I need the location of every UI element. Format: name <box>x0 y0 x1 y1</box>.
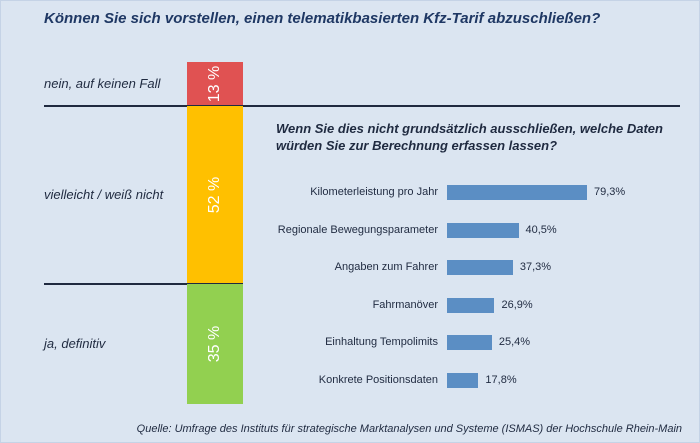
segment-value-label: 35 % <box>206 325 223 363</box>
segment-value-label: 13 % <box>206 65 223 103</box>
category-label: Regionale Bewegungsparameter <box>277 223 438 236</box>
segment-value-label: 52 % <box>206 177 223 214</box>
category-label: Konkrete Positionsdaten <box>318 374 438 386</box>
bar <box>447 185 587 200</box>
bar <box>447 335 492 351</box>
bar <box>447 373 479 388</box>
category-label: Kilometerleistung pro Jahr <box>310 186 438 198</box>
source-note: Quelle: Umfrage des Instituts für strate… <box>136 423 682 435</box>
bar-value-label: 37,3% <box>519 261 552 274</box>
segment-category-label: vielleicht / weiß nicht <box>44 187 164 203</box>
category-label: Fahrmanöver <box>372 298 438 311</box>
bar-value-label: 40,5% <box>525 223 557 236</box>
stack-segment: 52 % <box>187 106 243 285</box>
segment-divider <box>44 283 243 286</box>
segment-divider <box>44 105 680 108</box>
category-label: Einhaltung Tempolimits <box>325 336 438 349</box>
bar-value-label: 17,8% <box>485 374 517 386</box>
segment-category-label: nein, auf keinen Fall <box>44 76 161 92</box>
category-label: Angaben zum Fahrer <box>334 261 438 274</box>
segment-category-label: ja, definitiv <box>44 336 106 352</box>
bar <box>447 260 513 276</box>
bar-value-label: 26,9% <box>501 298 533 311</box>
bar-value-label: 25,4% <box>498 336 531 349</box>
bar <box>447 222 519 238</box>
chart-title: Können Sie sich vorstellen, einen telema… <box>44 10 601 27</box>
stack-segment: 35 % <box>187 284 243 404</box>
subquestion-title: Wenn Sie dies nicht grundsätzlich aussch… <box>276 121 663 153</box>
bar-value-label: 79,3% <box>594 186 626 198</box>
bar <box>447 297 495 313</box>
stack-segment: 13 % <box>187 62 243 107</box>
